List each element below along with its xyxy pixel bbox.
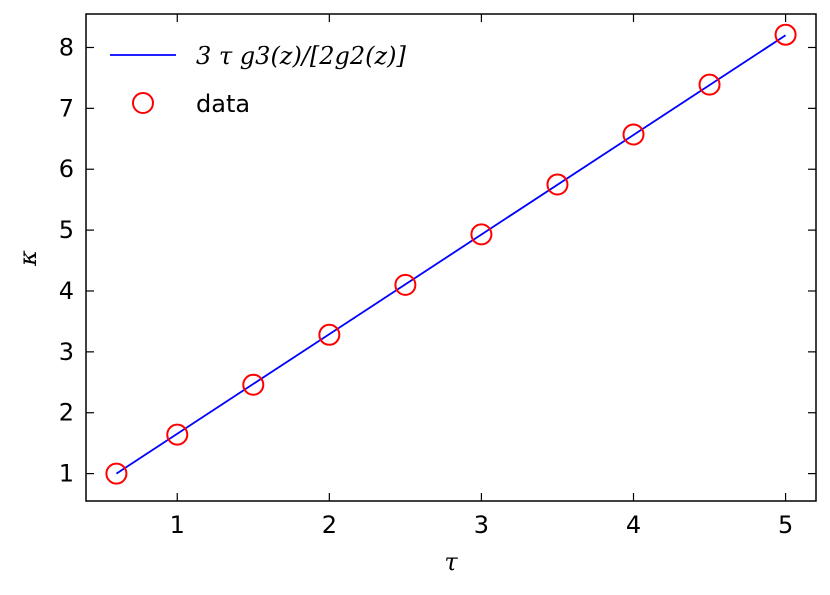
- data-point-3: [242, 373, 265, 396]
- y-tick-label-1: 1: [59, 460, 74, 488]
- y-tick-label-5: 5: [59, 216, 74, 244]
- x-tick-label-1: 1: [170, 511, 185, 539]
- y-tick-label-3: 3: [59, 338, 74, 366]
- data-point-8: [622, 123, 645, 146]
- data-point-7: [546, 173, 569, 196]
- legend-label-theory: 3 τ g3(z)/[2g2(z)]: [196, 42, 407, 70]
- data-point-10: [774, 23, 797, 46]
- data-point-1: [105, 462, 128, 485]
- y-tick-label-8: 8: [59, 33, 74, 61]
- plot-area: 1 2 3 4 5 1 2 3 4 5 6 7 8: [59, 13, 817, 539]
- x-axis-ticks: 1 2 3 4 5: [170, 14, 793, 539]
- x-tick-label-2: 2: [322, 511, 337, 539]
- series-line-theory: [115, 34, 787, 475]
- y-axis-ticks: 1 2 3 4 5 6 7 8: [59, 33, 816, 488]
- y-tick-label-6: 6: [59, 155, 74, 183]
- data-point-5: [394, 273, 417, 296]
- y-tick-label-7: 7: [59, 94, 74, 122]
- x-tick-label-5: 5: [778, 511, 793, 539]
- x-tick-label-3: 3: [474, 511, 489, 539]
- y-tick-label-4: 4: [59, 277, 74, 305]
- legend: 3 τ g3(z)/[2g2(z)] data: [110, 42, 407, 118]
- legend-label-data: data: [196, 90, 250, 118]
- data-point-2: [166, 423, 189, 446]
- data-point-9: [698, 73, 721, 96]
- legend-marker-swatch: [132, 92, 154, 114]
- x-tick-label-4: 4: [626, 511, 641, 539]
- y-tick-label-2: 2: [59, 399, 74, 427]
- data-point-6: [470, 223, 493, 246]
- x-axis-label: τ: [444, 548, 458, 576]
- series-layer: [105, 23, 797, 485]
- data-point-4: [318, 323, 341, 346]
- y-axis-label: κ: [14, 250, 42, 267]
